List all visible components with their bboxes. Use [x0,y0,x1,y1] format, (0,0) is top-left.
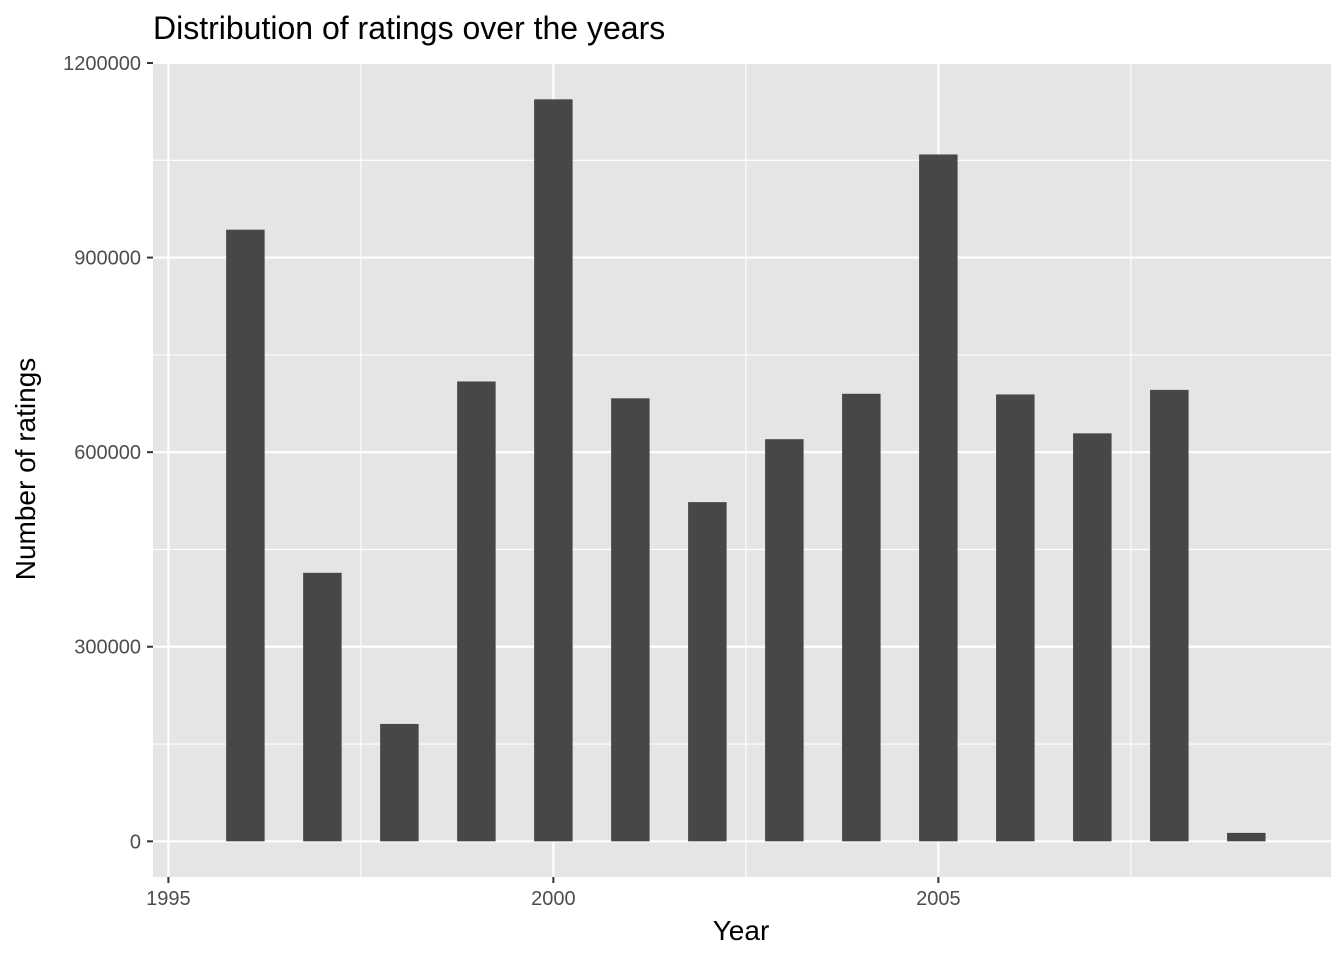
bar-2007 [1073,433,1112,842]
bar-1996 [226,229,265,842]
bar-1998 [380,723,419,842]
bars [226,99,1266,842]
x-tick-label: 2005 [916,888,961,910]
bar-2006 [996,394,1035,842]
bar-2005 [919,154,958,842]
y-axis: 0 300000 600000 900000 1200000 [63,53,153,853]
y-tick-label: 300000 [74,637,141,659]
y-tick-label: 1200000 [63,53,141,75]
bar-2009 [1227,832,1266,842]
x-tick-label: 1995 [146,888,191,910]
bar-2000 [534,99,573,842]
x-axis-title: Year [713,915,770,946]
bar-2001 [611,398,650,842]
x-axis: 1995 2000 2005 [146,877,961,910]
bar-2008 [1150,389,1189,842]
y-tick-label: 900000 [74,248,141,270]
bar-2002 [688,502,727,842]
chart-title: Distribution of ratings over the years [153,10,665,46]
y-tick-label: 0 [130,831,141,853]
bar-2003 [765,439,804,842]
bar-1999 [457,381,496,842]
x-tick-label: 2000 [531,888,576,910]
y-tick-label: 600000 [74,442,141,464]
bar-1997 [303,572,342,842]
bar-2004 [842,393,881,842]
plot-panel [153,63,1331,877]
y-axis-title: Number of ratings [10,358,41,581]
